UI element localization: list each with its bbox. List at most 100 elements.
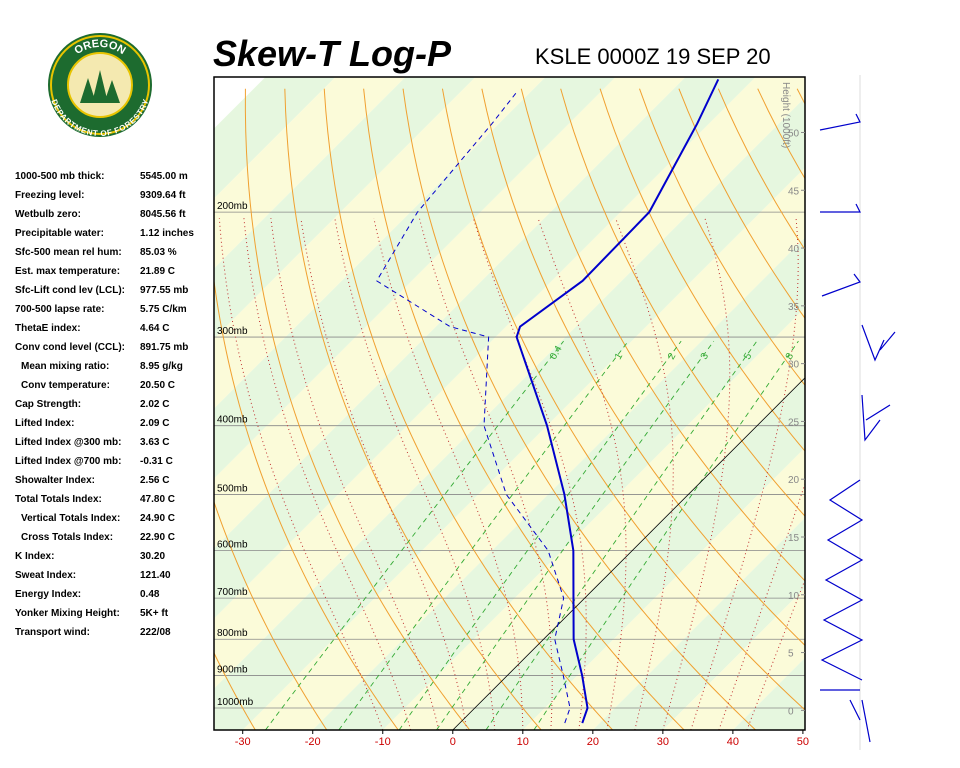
stat-label: Cross Totals Index: bbox=[21, 532, 113, 543]
x-tick-label: -10 bbox=[375, 736, 391, 748]
stat-value: 21.89 C bbox=[140, 266, 175, 277]
stat-label: Total Totals Index: bbox=[15, 494, 102, 505]
stat-value: 0.48 bbox=[140, 589, 160, 600]
temperature-line bbox=[515, 78, 720, 724]
wind-barb bbox=[820, 203, 861, 213]
stat-label: Lifted Index @700 mb: bbox=[15, 456, 121, 467]
stat-label: Wetbulb zero: bbox=[15, 209, 81, 220]
dry-adiabat bbox=[955, 89, 960, 730]
wind-barb bbox=[861, 394, 891, 442]
stat-value: 5545.00 m bbox=[140, 171, 188, 182]
moist-adiabat bbox=[418, 218, 553, 730]
logo: OREGON DEPARTMENT OF FORESTRY bbox=[48, 33, 152, 138]
moist-adiabat bbox=[373, 218, 524, 730]
moist-adiabat bbox=[243, 218, 412, 730]
stat-value: 5K+ ft bbox=[140, 608, 169, 619]
y2-tick-label: 0 bbox=[788, 706, 794, 717]
y-tick-label: 500mb bbox=[217, 483, 248, 494]
stat-label: Freezing level: bbox=[15, 190, 84, 201]
stat-label: Conv cond level (CCL): bbox=[15, 342, 125, 353]
dry-adiabat bbox=[214, 500, 328, 730]
stat-value: 2.02 C bbox=[140, 399, 169, 410]
dry-adiabat bbox=[402, 88, 756, 730]
dry-adiabat bbox=[214, 277, 399, 730]
dry-adiabat bbox=[520, 88, 805, 582]
dry-adiabat bbox=[837, 89, 960, 730]
y-tick-label: 1000mb bbox=[217, 697, 254, 708]
y2-tick-label: 25 bbox=[788, 417, 800, 428]
stat-value: 22.90 C bbox=[140, 532, 175, 543]
mixing-ratio-line bbox=[485, 340, 758, 730]
stat-value: 2.56 C bbox=[140, 475, 169, 486]
dry-adiabat bbox=[323, 88, 614, 730]
stat-label: Energy Index: bbox=[15, 589, 81, 600]
band bbox=[312, 237, 805, 730]
stat-value: 1.12 inches bbox=[140, 228, 194, 239]
stat-label: K Index: bbox=[15, 551, 54, 562]
y2-tick-label: 45 bbox=[788, 186, 800, 197]
y2-tick-label: 50 bbox=[788, 128, 800, 139]
x-tick-label: 20 bbox=[587, 736, 599, 748]
mixing-ratio-label: 5 bbox=[742, 351, 755, 362]
y2-axis-label: Height (1000ft) bbox=[780, 82, 791, 148]
mixing-ratio-line bbox=[398, 340, 682, 730]
band bbox=[242, 167, 805, 730]
y2-tick-label: 35 bbox=[788, 302, 800, 313]
dry-adiabat bbox=[560, 88, 805, 517]
y2-tick-label: 20 bbox=[788, 475, 800, 486]
stat-value: 2.09 C bbox=[140, 418, 169, 429]
band bbox=[802, 727, 805, 730]
x-tick-label: 30 bbox=[657, 736, 669, 748]
dry-adiabat bbox=[796, 88, 805, 106]
band bbox=[214, 77, 406, 269]
stat-value: 47.80 C bbox=[140, 494, 175, 505]
stat-label: Cap Strength: bbox=[15, 399, 81, 410]
stat-label: Vertical Totals Index: bbox=[21, 513, 120, 524]
stat-value: 891.75 mb bbox=[140, 342, 188, 353]
chart-subtitle: KSLE 0000Z 19 SEP 20 bbox=[535, 44, 771, 69]
y2-tick-label: 30 bbox=[788, 360, 800, 371]
mixing-ratio-label: 1 bbox=[613, 351, 626, 362]
stat-value: 9309.64 ft bbox=[140, 190, 186, 201]
wind-barb bbox=[820, 479, 864, 681]
y-tick-label: 400mb bbox=[217, 415, 248, 426]
stat-label: 1000-500 mb thick: bbox=[15, 171, 105, 182]
y-tick-label: 200mb bbox=[217, 201, 248, 212]
logo-top-text: OREGON bbox=[72, 38, 127, 57]
dry-adiabat bbox=[214, 651, 256, 730]
dry-adiabat bbox=[639, 88, 805, 387]
axis-labels: 1000mb 900mb 800mb 700mb 600mb 500mb 400mb 300m… bbox=[217, 82, 809, 748]
dry-adiabat bbox=[363, 88, 685, 730]
plot-area bbox=[214, 77, 960, 730]
band bbox=[214, 97, 805, 730]
stat-value: 977.55 mb bbox=[140, 285, 188, 296]
freezing-isotherm bbox=[452, 377, 805, 730]
stat-label: Est. max temperature: bbox=[15, 266, 120, 277]
band bbox=[662, 587, 805, 730]
moist-adiabat bbox=[218, 218, 384, 730]
y2-tick-label: 40 bbox=[788, 244, 800, 255]
logo-trees bbox=[80, 70, 120, 103]
x-tick-label: -20 bbox=[305, 736, 321, 748]
y-tick-label: 700mb bbox=[217, 587, 248, 598]
dry-adiabat bbox=[876, 89, 960, 730]
dewpoint-line bbox=[376, 90, 571, 724]
stat-label: Yonker Mixing Height: bbox=[15, 608, 120, 619]
stat-value: 4.64 C bbox=[140, 323, 169, 334]
y-tick-label: 800mb bbox=[217, 628, 248, 639]
stat-label: Conv temperature: bbox=[21, 380, 110, 391]
stat-value: 121.40 bbox=[140, 570, 171, 581]
stat-label: 700-500 lapse rate: bbox=[15, 304, 105, 315]
mixing-ratio-label: 8 bbox=[784, 351, 797, 362]
mixing-ratio-line bbox=[265, 340, 564, 730]
wind-barb bbox=[819, 113, 861, 131]
stat-value: 222/08 bbox=[140, 627, 171, 638]
dry-adiabat bbox=[244, 88, 471, 730]
dry-adiabat bbox=[441, 88, 805, 711]
moist-adiabat bbox=[334, 218, 496, 730]
wind-barb bbox=[820, 689, 871, 743]
y2-tick-label: 10 bbox=[788, 591, 800, 602]
stat-label: Showalter Index: bbox=[15, 475, 95, 486]
stat-label: Precipitable water: bbox=[15, 228, 104, 239]
